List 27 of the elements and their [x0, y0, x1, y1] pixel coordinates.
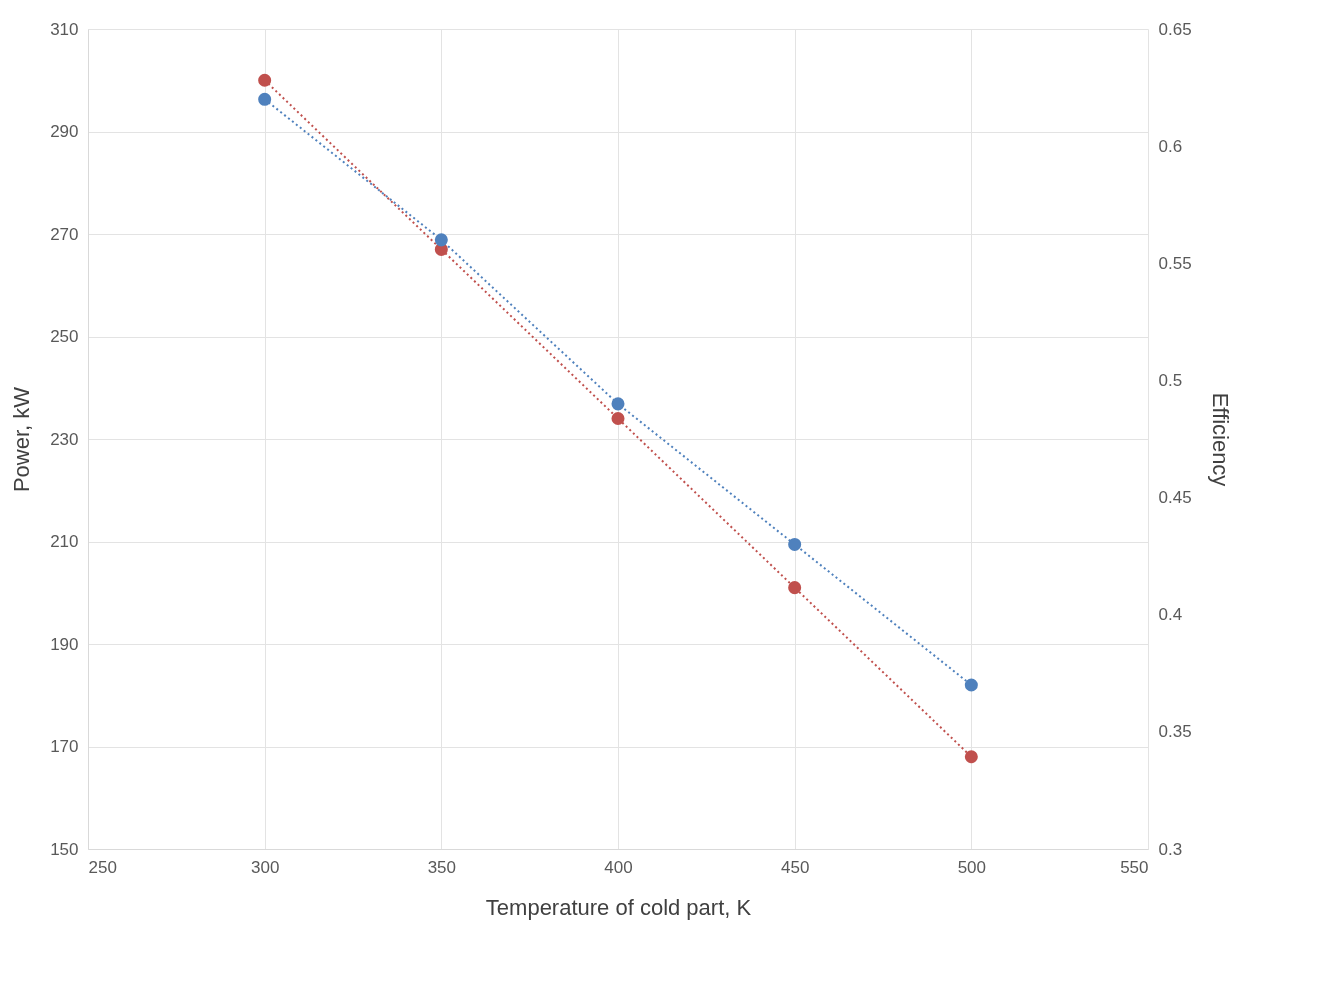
y2-tick-label: 0.45 — [1158, 488, 1192, 508]
y-tick-label: 310 — [50, 19, 79, 39]
x-tick-label: 400 — [604, 857, 633, 877]
y-tick-label: 190 — [50, 634, 79, 654]
y-axis-title: Power, kW — [9, 386, 35, 493]
x-tick-label: 300 — [250, 857, 280, 877]
x-tick-label: 550 — [1120, 857, 1149, 877]
x-tick-label: 450 — [780, 857, 810, 877]
x-axis-title: Temperature of cold part, K — [485, 894, 752, 920]
y2-tick-label: 0.35 — [1158, 722, 1192, 742]
y2-tick-label: 0.6 — [1158, 136, 1183, 156]
y-tick-label: 290 — [50, 122, 79, 141]
y-tick-label: 230 — [50, 429, 79, 449]
x-tick-label: 350 — [427, 857, 457, 877]
y2-tick-label: 0.55 — [1158, 253, 1192, 273]
y2-axis-title: Efficiency — [1207, 392, 1233, 487]
y2-tick-label: 0.5 — [1158, 370, 1183, 390]
y-tick-label: 250 — [50, 327, 79, 346]
y2-tick-label: 0.65 — [1158, 19, 1192, 39]
y-tick-label: 150 — [50, 839, 79, 859]
y2-tick-label: 0.4 — [1158, 605, 1183, 625]
y-tick-label: 170 — [50, 737, 79, 756]
x-tick-label: 500 — [957, 857, 987, 877]
y2-tick-label: 0.3 — [1158, 839, 1183, 859]
y-tick-label: 210 — [50, 532, 79, 551]
x-tick-label: 250 — [88, 857, 117, 877]
y-tick-label: 270 — [50, 224, 79, 244]
